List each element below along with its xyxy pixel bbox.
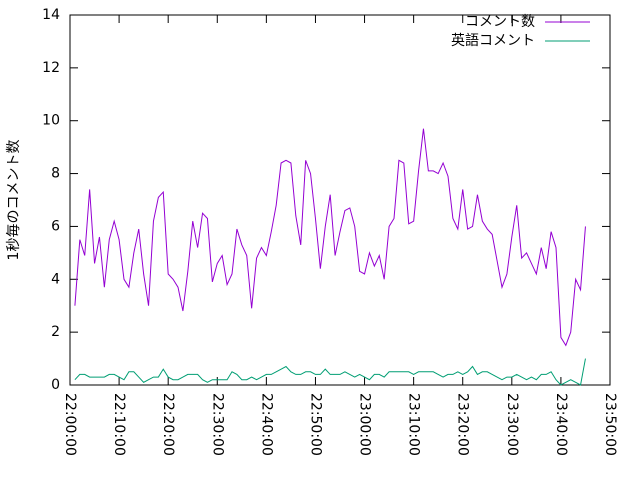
x-tick-label: 22:40:00 [258,393,274,456]
y-tick-label: 10 [42,113,60,129]
y-tick-label: 4 [51,271,60,287]
x-tick-label: 23:00:00 [357,393,373,456]
y-tick-label: 14 [42,7,60,23]
x-tick-label: 22:30:00 [209,393,225,456]
data-line [74,358,586,386]
y-tick-label: 2 [51,324,60,340]
x-tick-label: 23:10:00 [406,393,422,456]
x-tick-label: 22:50:00 [307,393,323,456]
x-tick-label: 23:50:00 [602,393,618,456]
y-tick-label: 6 [51,218,60,234]
x-tick-label: 23:30:00 [504,393,520,456]
y-tick-label: 8 [51,166,60,182]
x-tick-label: 22:20:00 [160,393,176,456]
x-tick-label: 23:20:00 [455,393,471,456]
x-tick-label: 22:10:00 [111,393,127,456]
data-line [74,128,586,347]
x-tick-label: 23:40:00 [553,393,569,456]
x-tick-label: 22:00:00 [62,393,78,456]
plot-frame [69,14,611,386]
legend-label: コメント数 [465,14,535,30]
y-tick-label: 12 [42,60,60,76]
y-axis-label: 1秒毎のコメント数 [6,140,22,261]
y-tick-label: 0 [51,377,60,393]
legend-label: 英語コメント [451,32,535,49]
